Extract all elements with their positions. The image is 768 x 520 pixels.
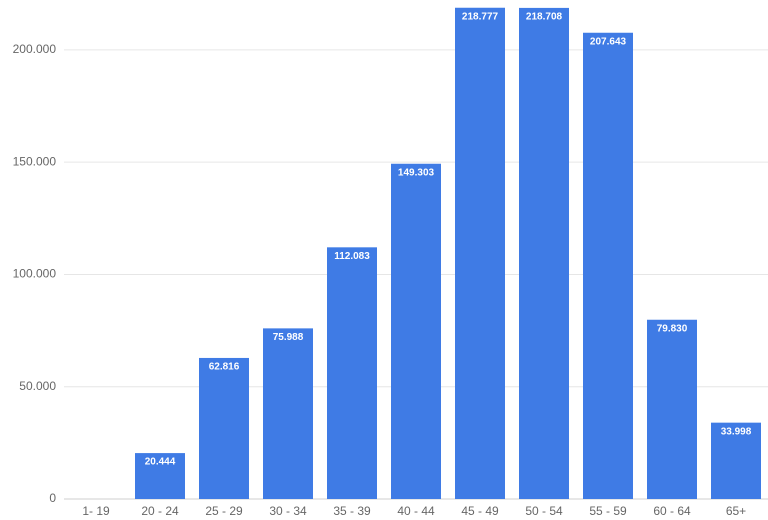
y-tick-label: 150.000 <box>13 154 57 168</box>
bar <box>199 357 249 499</box>
y-tick-label: 50.000 <box>19 379 56 393</box>
bar <box>327 247 377 499</box>
y-tick-label: 100.000 <box>13 267 57 281</box>
x-tick-label: 65+ <box>726 504 746 518</box>
bar <box>455 7 505 500</box>
x-tick-label: 60 - 64 <box>653 504 691 518</box>
x-tick-label: 45 - 49 <box>461 504 499 518</box>
x-tick-label: 25 - 29 <box>205 504 243 518</box>
y-tick-label: 200.000 <box>13 42 57 56</box>
x-tick-label: 20 - 24 <box>141 504 179 518</box>
value-label: 79.830 <box>657 323 688 334</box>
bar <box>135 453 185 499</box>
x-tick-label: 35 - 39 <box>333 504 371 518</box>
value-label: 218.708 <box>526 12 563 23</box>
value-label: 218.777 <box>462 11 499 22</box>
x-tick-label: 30 - 34 <box>269 504 307 518</box>
bar <box>263 328 313 499</box>
bar <box>711 422 761 499</box>
value-label: 112.083 <box>334 251 370 262</box>
bar <box>583 32 633 500</box>
x-tick-label: 50 - 54 <box>525 504 563 518</box>
value-label: 207.643 <box>590 36 627 47</box>
x-tick-label: 55 - 59 <box>589 504 627 518</box>
value-label: 75.988 <box>273 332 304 343</box>
value-label: 20.444 <box>145 457 176 468</box>
x-tick-label: 1- 19 <box>82 504 110 518</box>
value-label: 149.303 <box>398 167 435 178</box>
value-label: 33.998 <box>721 426 752 437</box>
bar <box>647 319 697 499</box>
bar <box>391 163 441 500</box>
value-label: 62.816 <box>209 362 240 373</box>
y-tick-label: 0 <box>49 491 56 505</box>
x-tick-label: 40 - 44 <box>397 504 435 518</box>
bar <box>519 7 569 500</box>
